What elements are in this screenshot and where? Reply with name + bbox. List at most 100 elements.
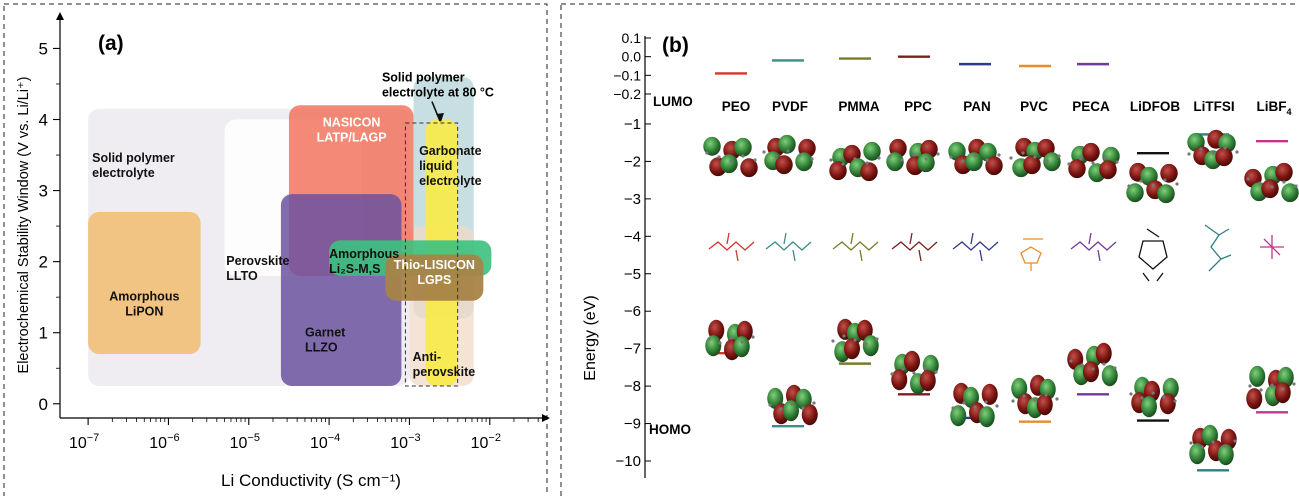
ring <box>1138 240 1168 270</box>
atom-dot <box>741 154 745 158</box>
atom-dot <box>1103 156 1107 160</box>
x-tick-label-base: 10 <box>390 435 408 452</box>
orbital-cloud <box>762 134 816 175</box>
y-tick-label: 4 <box>39 111 48 130</box>
atom-dot <box>961 159 965 163</box>
backbone <box>1070 241 1117 251</box>
orbital-lobe <box>1261 179 1279 199</box>
atom-dot <box>1057 154 1061 158</box>
atom-dot <box>1259 388 1263 392</box>
orbital-cloud <box>1067 142 1120 183</box>
atom-dot <box>841 162 845 166</box>
atom-dot <box>1199 147 1203 151</box>
orbital-cloud <box>703 136 758 178</box>
x-tick-label-exponent: −7 <box>87 432 100 444</box>
bond <box>1218 228 1232 260</box>
atom-dot <box>853 157 857 161</box>
bond <box>1142 272 1164 282</box>
orbital-lobe <box>1036 394 1053 416</box>
region-label-line: Solid polymer <box>92 151 175 165</box>
panel-b-label: (b) <box>662 34 689 57</box>
panel-a-x-axis-title: Li Conductivity (S cm⁻¹) <box>221 471 401 490</box>
x-tick-label: 10−6 <box>149 432 179 452</box>
orbital-lobe <box>1126 183 1144 203</box>
panel-b-orbital-pictures <box>703 129 1299 466</box>
orbital-lobe <box>919 370 936 392</box>
orbital-lobe <box>829 161 847 181</box>
atom-dot <box>1233 439 1237 443</box>
atom-dot <box>718 341 722 345</box>
region-label-line: Amorphous <box>109 290 179 304</box>
atom-dot <box>936 152 940 156</box>
x-tick-label-base: 10 <box>69 435 87 452</box>
orbital-cloud <box>1129 376 1179 418</box>
atom-dot <box>924 157 928 161</box>
y-tick-label: 1 <box>39 324 48 343</box>
orbital-lobe <box>1023 155 1041 175</box>
orbital-lobe <box>917 153 935 173</box>
orbital-lobe <box>801 404 818 426</box>
panel-a-regions <box>88 76 492 387</box>
region-label-line: LATP/LAGP <box>317 131 387 145</box>
region-6 <box>280 194 402 387</box>
y-tick-label: 2 <box>39 253 48 272</box>
backbone <box>891 241 938 251</box>
region-label-line: LLZO <box>305 340 338 354</box>
region-label-line: Garbonate <box>419 144 482 158</box>
panel-a-y-axis-title: Electrochemical Stability Window (V vs. … <box>16 77 32 374</box>
region-label-line: perovskite <box>413 365 476 379</box>
atom-dot <box>786 149 790 153</box>
orbital-lobe <box>1274 382 1291 404</box>
homo-label: HOMO <box>649 422 691 437</box>
atom-dot <box>1140 396 1144 400</box>
atom-dot <box>1258 181 1262 185</box>
atom-dot <box>1079 157 1083 161</box>
panel-b-y-axis-title: Energy (eV) <box>582 295 599 380</box>
region-label-line: NASICON <box>323 116 381 130</box>
atom-dot <box>900 158 904 162</box>
atom-dot <box>984 400 988 404</box>
panel-b-y-tick-label: −8 <box>624 378 641 395</box>
orbital-cloud <box>1067 342 1118 387</box>
species-name-5: PVC <box>1020 99 1048 114</box>
x-tick-label-exponent: −2 <box>488 432 501 444</box>
region-label-0: Solid polymer electrolyte <box>92 151 175 180</box>
atom-dot <box>1033 155 1037 159</box>
x-tick-label-exponent: −3 <box>408 432 421 444</box>
orbital-lobe <box>1082 142 1100 162</box>
atom-dot <box>829 158 833 162</box>
orbital-cloud <box>890 350 939 395</box>
region-label-line: electrolyte <box>92 166 155 180</box>
species-name-1: PVDF <box>772 99 808 114</box>
side-group <box>909 232 922 262</box>
atom-dot <box>1091 161 1095 165</box>
orbital-cloud <box>1011 374 1059 419</box>
species-name-7: LiDFOB <box>1130 99 1180 114</box>
orbital-lobe <box>1246 388 1263 410</box>
atom-dot <box>1246 177 1250 181</box>
atom-dot <box>1129 392 1133 396</box>
orbital-lobe <box>720 154 738 174</box>
atom-dot <box>864 342 868 346</box>
x-tick-label-exponent: −5 <box>247 432 260 444</box>
annotation-line-2: electrolyte at 80 °C <box>382 86 494 100</box>
atom-dot <box>1223 146 1227 150</box>
orbital-lobe <box>950 405 967 427</box>
atom-dot <box>1189 441 1193 445</box>
orbital-cloud <box>1126 162 1179 204</box>
annotation-line-1: Solid polymer <box>382 71 465 85</box>
panel-b-border <box>560 3 1299 496</box>
orbital-lobe <box>981 383 998 405</box>
orbital-lobe <box>703 136 721 156</box>
panel-b-y-tick-label: −10 <box>616 453 641 470</box>
atom-dot <box>779 407 783 411</box>
region-label-line: LGPS <box>417 273 451 287</box>
panel-b-y-tick-label: 0.1 <box>622 30 642 46</box>
x-tick-label: 10−5 <box>230 432 260 452</box>
orbital-cloud <box>950 382 999 428</box>
ring <box>1020 246 1042 264</box>
orbital-lobe <box>733 336 750 358</box>
orbital-cloud <box>1246 365 1296 410</box>
species-name-6: PECA <box>1072 99 1110 114</box>
